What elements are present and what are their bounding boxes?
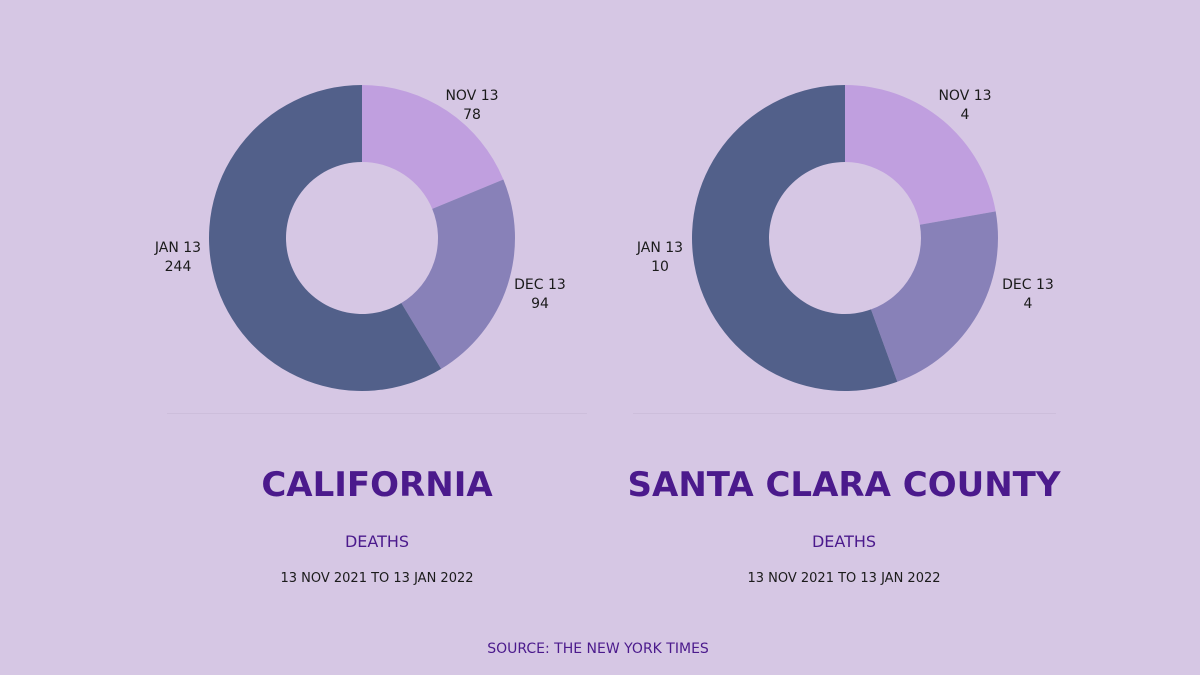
slice-label-value: 4: [961, 107, 970, 123]
chart-metric: DEATHS: [344, 532, 410, 551]
chart-period: 13 NOV 2021 TO 13 JAN 2022: [747, 571, 941, 586]
slice-nov-13: [845, 85, 996, 225]
chart-period: 13 NOV 2021 TO 13 JAN 2022: [280, 571, 474, 586]
donut-chart-santa-clara-county: NOV 13 4 DEC 13 4 JAN 13 10: [636, 85, 1054, 391]
slice-jan-13: [209, 85, 442, 391]
slice-label-name: NOV 13: [938, 88, 991, 104]
chart-divider: [633, 413, 1056, 414]
slice-label-value: 78: [463, 107, 481, 123]
slice-label-name: JAN 13: [154, 240, 201, 256]
chart-divider: [167, 413, 587, 414]
slice-label-value: 244: [165, 259, 192, 275]
slice-dec-13: [401, 179, 515, 369]
slice-dec-13: [870, 211, 998, 382]
chart-title: CALIFORNIA: [261, 465, 493, 505]
chart-santa-clara-county: NOV 13 4 DEC 13 4 JAN 13 10 SANTA CLARA COUNT…: [600, 0, 1200, 620]
chart-title: SANTA CLARA COUNTY: [627, 465, 1061, 505]
donut-chart-california: NOV 13 78 DEC 13 94 JAN 13 244: [154, 85, 566, 391]
slice-label-value: 94: [531, 296, 549, 312]
slice-label-value: 10: [651, 259, 669, 275]
chart-metric: DEATHS: [811, 532, 877, 551]
slice-label-name: NOV 13: [445, 88, 498, 104]
slice-label-name: DEC 13: [1002, 277, 1054, 293]
source-note: SOURCE: THE NEW YORK TIMES: [487, 641, 709, 657]
slice-nov-13: [362, 85, 504, 209]
slice-label-value: 4: [1024, 296, 1033, 312]
slice-label-name: JAN 13: [636, 240, 683, 256]
slice-label-name: DEC 13: [514, 277, 566, 293]
slice-jan-13: [692, 85, 898, 391]
chart-california: NOV 13 78 DEC 13 94 JAN 13 244 CALIFORNIA DEA…: [0, 0, 600, 620]
